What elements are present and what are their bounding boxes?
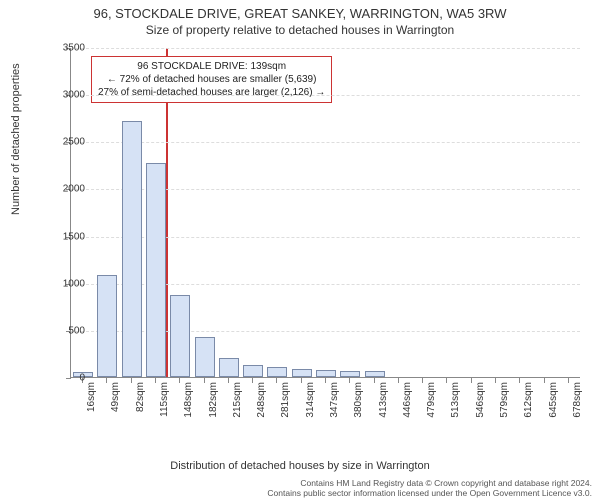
xtick-mark: [204, 378, 205, 383]
xtick-mark: [398, 378, 399, 383]
title-block: 96, STOCKDALE DRIVE, GREAT SANKEY, WARRI…: [0, 0, 600, 37]
xtick-label: 148sqm: [183, 382, 194, 418]
xtick-mark: [131, 378, 132, 383]
xtick-label: 82sqm: [135, 382, 146, 412]
xtick-label: 678sqm: [572, 382, 583, 418]
xtick-label: 115sqm: [159, 382, 170, 417]
footer: Contains HM Land Registry data © Crown c…: [267, 478, 592, 498]
y-axis-label: Number of detached properties: [10, 63, 22, 215]
xtick-mark: [106, 378, 107, 383]
xtick-mark: [544, 378, 545, 383]
xtick-mark: [471, 378, 472, 383]
xtick-mark: [252, 378, 253, 383]
grid-line: [71, 142, 580, 143]
xtick-mark: [155, 378, 156, 383]
xtick-label: 380sqm: [353, 382, 364, 418]
xtick-label: 215sqm: [232, 382, 243, 418]
xtick-mark: [446, 378, 447, 383]
grid-line: [71, 95, 580, 96]
plot-region: 96 STOCKDALE DRIVE: 139sqm ← 72% of deta…: [70, 48, 580, 378]
xtick-label: 645sqm: [548, 382, 559, 418]
xtick-mark: [519, 378, 520, 383]
title-line-2: Size of property relative to detached ho…: [0, 23, 600, 37]
xtick-mark: [301, 378, 302, 383]
x-axis-label: Distribution of detached houses by size …: [0, 460, 600, 472]
xtick-mark: [568, 378, 569, 383]
xtick-label: 314sqm: [305, 382, 316, 418]
xtick-mark: [422, 378, 423, 383]
xtick-mark: [374, 378, 375, 383]
xtick-mark: [325, 378, 326, 383]
xtick-label: 579sqm: [499, 382, 510, 418]
histogram-bar: [243, 365, 263, 377]
xtick-label: 49sqm: [110, 382, 121, 412]
xtick-label: 281sqm: [280, 382, 291, 418]
histogram-bar: [146, 163, 166, 377]
chart-area: 96 STOCKDALE DRIVE: 139sqm ← 72% of deta…: [70, 48, 580, 418]
info-line-2: ← 72% of detached houses are smaller (5,…: [98, 73, 325, 86]
ytick-label: 2500: [45, 137, 85, 148]
xtick-label: 546sqm: [475, 382, 486, 418]
xtick-mark: [228, 378, 229, 383]
ytick-label: 3500: [45, 43, 85, 54]
xtick-mark: [179, 378, 180, 383]
histogram-bar: [365, 371, 385, 377]
histogram-bar: [195, 337, 215, 377]
xtick-mark: [495, 378, 496, 383]
xtick-label: 479sqm: [426, 382, 437, 418]
histogram-bar: [340, 371, 360, 377]
ytick-label: 500: [45, 325, 85, 336]
histogram-bar: [170, 295, 190, 377]
histogram-bar: [267, 367, 287, 377]
title-line-1: 96, STOCKDALE DRIVE, GREAT SANKEY, WARRI…: [0, 6, 600, 21]
xtick-label: 413sqm: [378, 382, 389, 418]
xtick-label: 16sqm: [86, 382, 97, 412]
xtick-label: 513sqm: [450, 382, 461, 418]
histogram-bar: [97, 275, 117, 377]
histogram-bar: [316, 370, 336, 377]
grid-line: [71, 48, 580, 49]
xtick-label: 182sqm: [208, 382, 219, 418]
ytick-label: 2000: [45, 184, 85, 195]
xtick-mark: [276, 378, 277, 383]
histogram-bar: [292, 369, 312, 377]
info-line-3: 27% of semi-detached houses are larger (…: [98, 86, 325, 99]
xtick-label: 248sqm: [256, 382, 267, 418]
ytick-label: 1000: [45, 278, 85, 289]
xtick-label: 446sqm: [402, 382, 413, 418]
xtick-mark: [349, 378, 350, 383]
histogram-bar: [122, 121, 142, 377]
info-line-1: 96 STOCKDALE DRIVE: 139sqm: [98, 60, 325, 73]
histogram-bar: [219, 358, 239, 377]
ytick-label: 3000: [45, 90, 85, 101]
footer-line-2: Contains public sector information licen…: [267, 488, 592, 498]
ytick-label: 1500: [45, 231, 85, 242]
ytick-label: 0: [45, 373, 85, 384]
footer-line-1: Contains HM Land Registry data © Crown c…: [267, 478, 592, 488]
xtick-label: 612sqm: [523, 382, 534, 418]
xtick-label: 347sqm: [329, 382, 340, 418]
